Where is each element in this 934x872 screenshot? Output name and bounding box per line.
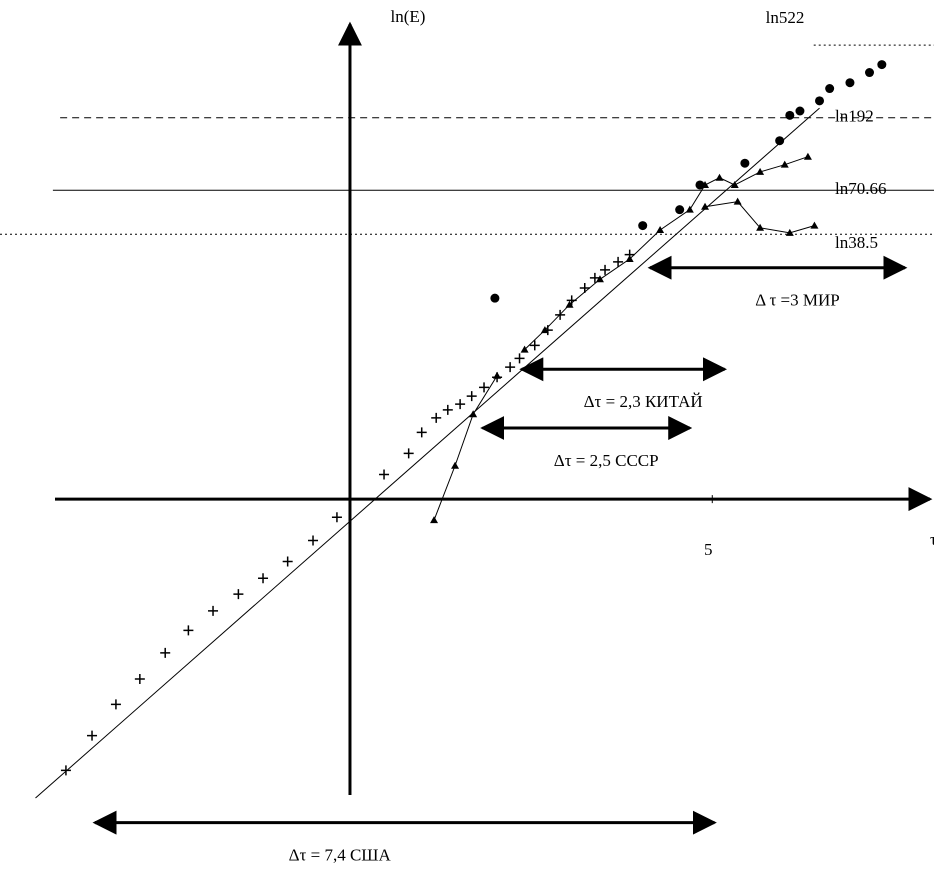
- dot-marker: [815, 96, 825, 106]
- triangle-marker: [756, 223, 765, 231]
- plus-marker: [600, 264, 611, 275]
- triangle-marker: [430, 516, 439, 524]
- plus-marker: [282, 556, 293, 567]
- reference-label: ln70.66: [835, 179, 886, 198]
- triangle-marker: [595, 275, 604, 283]
- dot-marker: [877, 60, 887, 70]
- plus-marker: [134, 674, 145, 685]
- triangle-marker: [493, 371, 502, 379]
- triangle-marker: [451, 461, 460, 469]
- plus-marker: [466, 391, 477, 402]
- dot-marker: [490, 293, 500, 303]
- triangle-marker: [469, 410, 478, 418]
- plus-marker: [87, 730, 98, 741]
- x-axis-label: τ: [930, 530, 934, 549]
- plus-marker: [208, 605, 219, 616]
- span-label: Δτ = 7,4 США: [289, 846, 392, 865]
- fit-line: [35, 107, 820, 799]
- plus-marker: [479, 382, 490, 393]
- x-tick-label: 5: [704, 540, 713, 559]
- triangle-marker: [565, 300, 574, 308]
- plus-marker: [308, 535, 319, 546]
- dot-marker: [775, 136, 785, 146]
- plus-marker: [579, 283, 590, 294]
- dot-marker: [785, 110, 795, 120]
- dot-marker: [795, 106, 805, 116]
- triangle-marker: [540, 326, 549, 334]
- reference-label: ln192: [835, 107, 874, 126]
- dot-marker: [675, 205, 685, 215]
- reference-label: ln38.5: [835, 233, 878, 252]
- plus-marker: [331, 512, 342, 523]
- span-label: Δτ = 2,5 СССР: [554, 451, 659, 470]
- plus-marker: [160, 647, 171, 658]
- plus-marker: [183, 625, 194, 636]
- plus-marker: [60, 765, 71, 776]
- dot-marker: [825, 84, 835, 94]
- plus-marker: [403, 448, 414, 459]
- plus-marker: [258, 573, 269, 584]
- dot-marker: [865, 68, 875, 78]
- dot-marker: [695, 180, 705, 190]
- dot-marker: [740, 158, 750, 168]
- triangle-marker: [730, 180, 739, 188]
- plus-marker: [442, 404, 453, 415]
- triangle-marker: [715, 173, 724, 181]
- plus-marker: [514, 353, 525, 364]
- series-line: [524, 156, 809, 351]
- span-label: Δτ = 2,3 КИТАЙ: [584, 392, 703, 411]
- triangle-marker: [656, 225, 665, 233]
- triangle-marker: [756, 167, 765, 175]
- plus-marker: [379, 469, 390, 480]
- triangle-marker: [520, 345, 529, 353]
- triangle-marker: [810, 221, 819, 229]
- triangle-marker: [701, 202, 710, 210]
- plus-marker: [110, 699, 121, 710]
- dot-marker: [845, 78, 855, 88]
- plus-marker: [505, 362, 516, 373]
- triangle-marker: [733, 197, 742, 205]
- triangle-marker: [780, 160, 789, 168]
- triangle-marker: [685, 205, 694, 213]
- triangle-marker: [625, 254, 634, 262]
- plus-marker: [613, 256, 624, 267]
- span-label: Δ τ =3 МИР: [755, 291, 840, 310]
- plus-marker: [431, 412, 442, 423]
- reference-label: ln522: [766, 8, 805, 27]
- plus-marker: [416, 427, 427, 438]
- triangle-marker: [785, 228, 794, 236]
- series-line: [433, 375, 498, 521]
- plus-marker: [233, 589, 244, 600]
- dot-marker: [638, 221, 648, 231]
- y-axis-label: ln(E): [391, 7, 426, 26]
- plus-marker: [589, 272, 600, 283]
- plus-marker: [529, 340, 540, 351]
- plus-marker: [455, 399, 466, 410]
- triangle-marker: [803, 152, 812, 160]
